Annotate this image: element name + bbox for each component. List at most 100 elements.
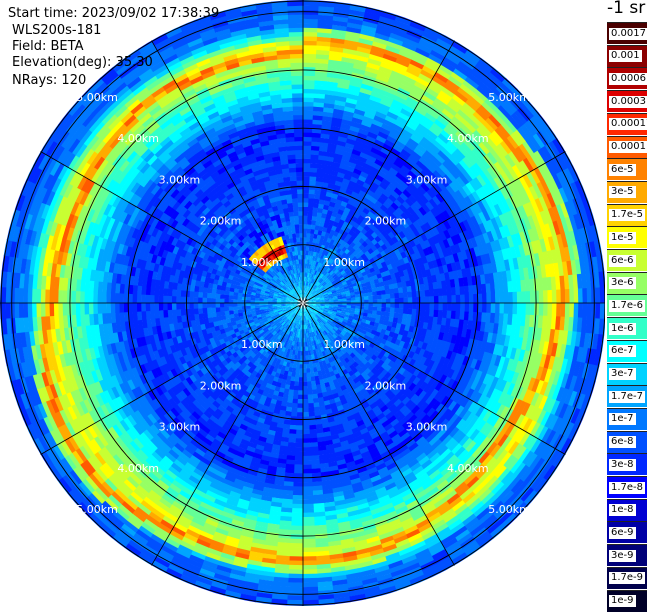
range-gate-cell [309, 181, 316, 186]
range-gate-cell [438, 296, 443, 304]
range-gate-cell [290, 539, 303, 544]
range-gate-cell [288, 578, 303, 583]
range-gate-cell [407, 292, 412, 298]
range-gate-cell [367, 0, 385, 8]
range-gate-cell [311, 376, 316, 381]
range-gate-cell [491, 293, 496, 304]
range-gate-cell [294, 460, 303, 465]
range-gate-cell [390, 298, 395, 303]
range-gate-cell [292, 499, 303, 504]
range-gate-cell [308, 211, 313, 216]
range-gate-cell [303, 19, 319, 24]
range-gate-cell [421, 297, 426, 304]
range-gate-cell [303, 89, 315, 94]
range-gate-cell [303, 403, 309, 408]
range-gate-cell [547, 303, 552, 317]
range-gate-cell [288, 574, 303, 579]
range-gate-cell [294, 465, 303, 470]
range-gate-cell [295, 451, 303, 456]
range-gate-cell [569, 303, 574, 318]
range-gate-cell [302, 561, 316, 566]
range-gate-cell [381, 294, 386, 299]
range-gate-cell [299, 369, 303, 374]
range-gate-cell [556, 303, 561, 317]
range-gate-cell [303, 443, 311, 448]
range-gate-cell [386, 303, 391, 308]
range-gate-cell [302, 552, 316, 557]
range-gate-cell [303, 6, 319, 11]
range-gate-cell [290, 543, 304, 548]
range-gate-cell [451, 295, 456, 303]
range-gate-cell [382, 303, 387, 308]
range-gate-cell [469, 303, 474, 312]
range-gate-cell [303, 425, 310, 430]
range-gate-cell [287, 582, 303, 587]
range-gate-cell [291, 517, 303, 522]
range-gate-cell [421, 303, 426, 310]
range-gate-cell [310, 172, 318, 177]
range-gate-cell [303, 482, 313, 487]
range-gate-cell [303, 102, 314, 107]
range-gate-cell [303, 421, 310, 426]
range-gate-cell [303, 434, 311, 439]
range-gate-cell [517, 303, 522, 315]
range-gate-cell [295, 438, 303, 443]
range-gate-cell [292, 495, 303, 500]
range-gate-cell [287, 587, 303, 592]
range-gate-cell [303, 499, 314, 504]
range-gate-cell [303, 185, 310, 190]
range-gate-cell [308, 412, 315, 417]
range-gate-cell [530, 303, 535, 316]
range-gate-cell [602, 351, 605, 369]
range-gate-cell [495, 293, 500, 304]
range-gate-cell [298, 382, 303, 387]
range-gate-cell [307, 373, 311, 378]
range-gate-cell [303, 465, 312, 470]
range-gate-cell [303, 189, 309, 194]
range-gate-cell [534, 303, 539, 316]
range-gate-cell [308, 403, 314, 408]
range-gate-cell [303, 97, 314, 102]
range-gate-cell [291, 407, 297, 412]
range-gate-cell [547, 290, 552, 304]
range-gate-cell [303, 504, 314, 509]
range-gate-cell [303, 447, 311, 452]
range-gate-cell [469, 294, 474, 303]
range-gate-cell [600, 287, 605, 304]
range-gate-cell [303, 207, 308, 212]
range-gate-cell [302, 543, 315, 548]
range-gate-cell [399, 308, 404, 314]
range-gate-cell [303, 478, 313, 483]
range-gate-cell [303, 163, 311, 168]
range-gate-cell [482, 293, 487, 303]
range-gate-cell [288, 569, 303, 574]
range-gate-cell [297, 403, 303, 408]
range-gate-cell [288, 565, 303, 570]
range-gate-cell [578, 303, 583, 318]
range-gate-cell [386, 298, 391, 303]
range-gate-cell [412, 297, 417, 303]
range-gate-cell [302, 582, 318, 587]
range-gate-cell [382, 299, 387, 304]
range-gate-cell [303, 49, 317, 54]
range-gate-cell [399, 303, 404, 309]
range-gate-cell [303, 220, 308, 225]
range-gate-cell [495, 303, 500, 314]
range-gate-cell [368, 306, 373, 310]
range-gate-cell [302, 556, 316, 561]
range-gate-cell [302, 547, 316, 552]
range-gate-cell [303, 242, 306, 247]
range-gate-cell [508, 292, 513, 304]
range-gate-cell [543, 303, 548, 317]
range-gate-cell [307, 377, 312, 382]
range-gate-cell [306, 360, 310, 365]
range-gate-cell [390, 293, 395, 298]
range-gate-cell [369, 303, 374, 307]
range-gate-cell [302, 591, 318, 596]
range-gate-cell [308, 198, 314, 203]
range-gate-cell [310, 372, 315, 377]
range-gate-cell [486, 293, 491, 303]
range-gate-cell [294, 381, 299, 386]
range-gate-cell [303, 23, 318, 28]
range-gate-cell [303, 382, 308, 387]
